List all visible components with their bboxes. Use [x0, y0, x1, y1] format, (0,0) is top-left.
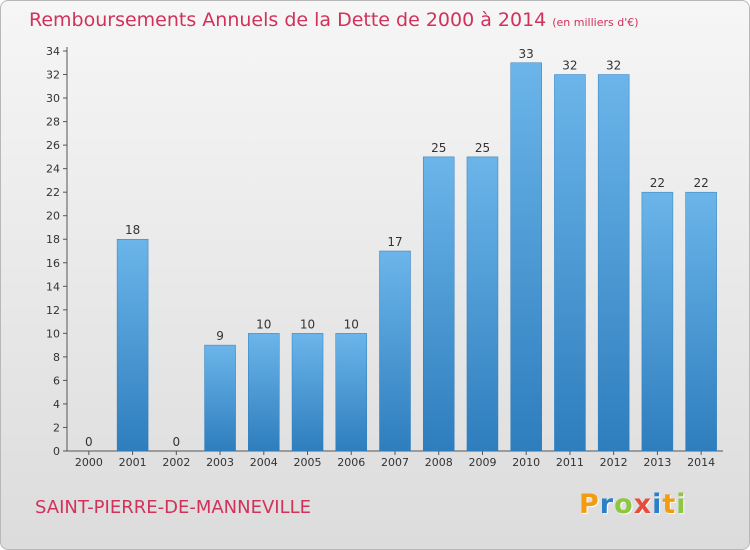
x-tick-label: 2000	[75, 456, 103, 469]
y-tick-label: 4	[53, 398, 60, 411]
y-tick-label: 24	[46, 163, 60, 176]
logo-letter: i	[652, 489, 663, 520]
logo-letter: P	[579, 489, 600, 520]
x-tick-label: 2009	[468, 456, 496, 469]
x-tick-label: 2008	[425, 456, 453, 469]
bar-2011	[554, 74, 586, 452]
y-tick-label: 12	[46, 304, 60, 317]
data-label-2012: 32	[606, 59, 621, 73]
x-axis: 2000 2001 2002 2003 2004 2005 2006 2007 2008 2009…	[67, 450, 723, 469]
bar-2003	[204, 344, 236, 452]
x-tick-label: 2013	[643, 456, 671, 469]
chart-unit-note: (en milliers d'€)	[552, 16, 639, 29]
logo-letter: o	[614, 489, 634, 520]
x-tick-label: 2006	[337, 456, 365, 469]
y-tick-label: 6	[53, 374, 60, 387]
x-tick-label: 2005	[294, 456, 322, 469]
x-tick-label: 2002	[162, 456, 190, 469]
bar-2004	[248, 333, 280, 452]
data-label-2013: 22	[650, 176, 665, 190]
logo-letter: i	[676, 489, 687, 520]
y-tick-label: 0	[53, 445, 60, 458]
y-tick-label: 26	[46, 139, 60, 152]
data-label-2010: 33	[519, 47, 534, 61]
y-tick-label: 32	[46, 69, 60, 82]
x-tick-label: 2001	[119, 456, 147, 469]
x-tick-label: 2004	[250, 456, 278, 469]
y-tick-label: 10	[46, 327, 60, 340]
x-tick-label: 2010	[512, 456, 540, 469]
x-tick-label: 2011	[556, 456, 584, 469]
data-labels: 0 18 0 9 10 10 10 17 25 25 33 32 32 22 22	[85, 47, 709, 449]
bar-2006	[335, 333, 368, 452]
y-tick-label: 16	[46, 257, 60, 270]
y-tick-label: 34	[46, 45, 60, 58]
logo-letter: r	[599, 489, 615, 520]
logo-letter: x	[633, 489, 653, 520]
bar-2014	[685, 191, 717, 452]
data-label-2003: 9	[216, 329, 224, 343]
y-tick-label: 2	[53, 421, 60, 434]
logo-letter: t	[662, 489, 677, 520]
y-tick-label: 22	[46, 186, 60, 199]
data-label-2004: 10	[256, 317, 271, 331]
data-label-2008: 25	[431, 141, 446, 155]
data-label-2011: 32	[562, 59, 577, 73]
y-tick-label: 18	[46, 233, 60, 246]
bar-2012	[597, 74, 630, 452]
y-tick-label: 20	[46, 210, 60, 223]
data-label-2006: 10	[344, 317, 359, 331]
data-label-2002: 0	[173, 435, 181, 449]
data-label-2001: 18	[125, 223, 140, 237]
bar-series	[116, 62, 717, 452]
chart-title-text: Remboursements Annuels de la Dette de 20…	[29, 9, 547, 31]
bar-2007	[379, 250, 411, 452]
y-tick-label: 30	[46, 92, 60, 105]
bar-2008	[422, 156, 455, 452]
x-tick-label: 2014	[687, 456, 715, 469]
y-tick-label: 28	[46, 116, 60, 129]
data-label-2009: 25	[475, 141, 490, 155]
bar-2010	[510, 62, 542, 452]
y-tick-label: 8	[53, 351, 60, 364]
bar-2005	[291, 333, 324, 452]
data-label-2005: 10	[300, 317, 315, 331]
bar-2001	[116, 238, 149, 452]
commune-name: SAINT-PIERRE-DE-MANNEVILLE	[35, 497, 312, 518]
data-label-2014: 22	[693, 176, 708, 190]
data-label-2007: 17	[387, 235, 402, 249]
x-tick-label: 2012	[600, 456, 628, 469]
x-tick-label: 2007	[381, 456, 409, 469]
bar-2013	[641, 191, 674, 452]
bar-2009	[466, 156, 499, 452]
y-tick-label: 14	[46, 280, 60, 293]
data-label-2000: 0	[85, 435, 93, 449]
proxiti-logo[interactable]: Proxiti	[579, 489, 687, 523]
chart-title: Remboursements Annuels de la Dette de 20…	[29, 9, 639, 31]
x-tick-label: 2003	[206, 456, 234, 469]
